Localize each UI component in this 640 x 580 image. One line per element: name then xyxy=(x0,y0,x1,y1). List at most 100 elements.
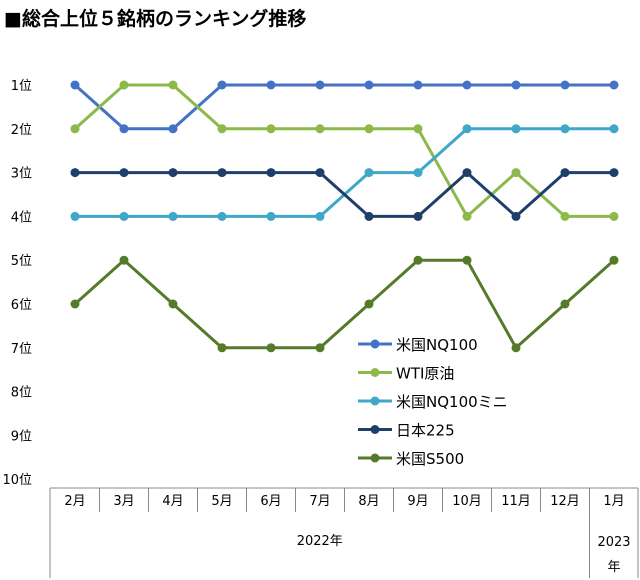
data-point xyxy=(413,124,423,134)
data-point xyxy=(511,80,521,90)
data-point xyxy=(609,255,619,265)
data-point xyxy=(70,168,80,178)
data-point xyxy=(364,124,374,134)
legend-label: 米国S500 xyxy=(396,450,464,468)
y-tick-label: 5位 xyxy=(11,254,32,269)
legend-label: 米国NQ100ミニ xyxy=(396,393,508,411)
data-point xyxy=(364,168,374,178)
data-point xyxy=(315,80,325,90)
data-point xyxy=(266,80,276,90)
data-point xyxy=(462,211,472,221)
data-point xyxy=(315,124,325,134)
year-group-label-2022: 2022年 xyxy=(297,534,343,549)
data-point xyxy=(413,255,423,265)
x-tick-label: 7月 xyxy=(309,494,330,509)
x-tick-label: 12月 xyxy=(550,494,580,509)
legend-marker xyxy=(370,339,380,349)
data-point xyxy=(266,343,276,353)
data-point xyxy=(413,168,423,178)
x-tick-label: 9月 xyxy=(407,494,428,509)
legend-marker xyxy=(370,368,380,377)
series-line xyxy=(75,171,614,218)
data-point xyxy=(364,211,374,221)
x-tick-label: 10月 xyxy=(452,494,482,509)
data-point xyxy=(119,168,129,178)
chart-title: ■総合上位５銘柄のランキング推移 xyxy=(4,8,307,30)
data-point xyxy=(609,211,619,221)
x-tick-label: 2月 xyxy=(64,494,85,509)
data-point xyxy=(217,211,227,221)
series-line xyxy=(74,83,614,131)
legend-label: WTI原油 xyxy=(396,365,454,383)
data-point xyxy=(119,124,129,134)
data-point xyxy=(168,80,178,90)
series-0 xyxy=(70,80,619,134)
data-point xyxy=(364,299,374,309)
data-point xyxy=(70,80,80,90)
data-point xyxy=(217,168,227,178)
data-point xyxy=(462,124,472,134)
x-tick-label: 11月 xyxy=(501,494,531,509)
legend-marker xyxy=(370,425,380,434)
x-tick-label: 5月 xyxy=(211,494,232,509)
data-point xyxy=(168,168,178,178)
data-point xyxy=(560,211,570,221)
y-tick-label: 9位 xyxy=(11,429,32,444)
data-point xyxy=(511,168,521,178)
y-tick-label: 2位 xyxy=(11,123,32,138)
y-tick-label: 7位 xyxy=(11,342,32,357)
data-point xyxy=(119,80,129,90)
data-point xyxy=(560,299,570,309)
data-point xyxy=(217,343,227,353)
legend-marker xyxy=(370,453,380,463)
y-tick-label: 10位 xyxy=(2,473,32,488)
data-point xyxy=(70,124,80,134)
data-point xyxy=(266,211,276,221)
year-group-label-2023: 2023年 xyxy=(597,535,631,575)
series-4 xyxy=(70,255,619,353)
data-point xyxy=(168,124,178,134)
x-tick-label: 3月 xyxy=(113,494,134,509)
data-point xyxy=(560,80,570,90)
series-line xyxy=(74,258,615,350)
data-point xyxy=(315,168,325,178)
x-tick-label: 4月 xyxy=(162,494,183,509)
data-point xyxy=(413,211,423,221)
x-tick-label: 1月 xyxy=(603,494,624,509)
data-point xyxy=(315,211,325,221)
y-tick-label: 3位 xyxy=(11,167,32,182)
data-point xyxy=(462,168,472,178)
data-point xyxy=(119,255,129,265)
series-line xyxy=(74,83,614,218)
data-point xyxy=(217,124,227,134)
legend-label: 米国NQ100 xyxy=(396,336,478,354)
y-tick-label: 6位 xyxy=(11,298,32,313)
data-point xyxy=(462,255,472,265)
y-tick-label: 4位 xyxy=(11,210,32,225)
data-point xyxy=(560,124,570,134)
data-point xyxy=(315,343,325,353)
data-point xyxy=(462,80,472,90)
data-point xyxy=(609,124,619,134)
data-point xyxy=(511,343,521,353)
legend-label: 日本225 xyxy=(396,422,455,440)
x-tick-label: 8月 xyxy=(358,494,379,509)
series-3 xyxy=(70,168,619,221)
y-tick-label: 1位 xyxy=(11,79,32,94)
data-point xyxy=(511,124,521,134)
data-point xyxy=(168,299,178,309)
data-point xyxy=(217,80,227,90)
data-point xyxy=(609,80,619,90)
series-1 xyxy=(70,80,619,221)
data-point xyxy=(511,211,521,221)
data-point xyxy=(119,211,129,221)
data-point xyxy=(168,211,178,221)
data-point xyxy=(266,168,276,178)
data-point xyxy=(70,211,80,221)
data-point xyxy=(560,168,570,178)
data-point xyxy=(364,80,374,90)
data-point xyxy=(70,299,80,309)
data-point xyxy=(266,124,276,134)
data-point xyxy=(413,80,423,90)
